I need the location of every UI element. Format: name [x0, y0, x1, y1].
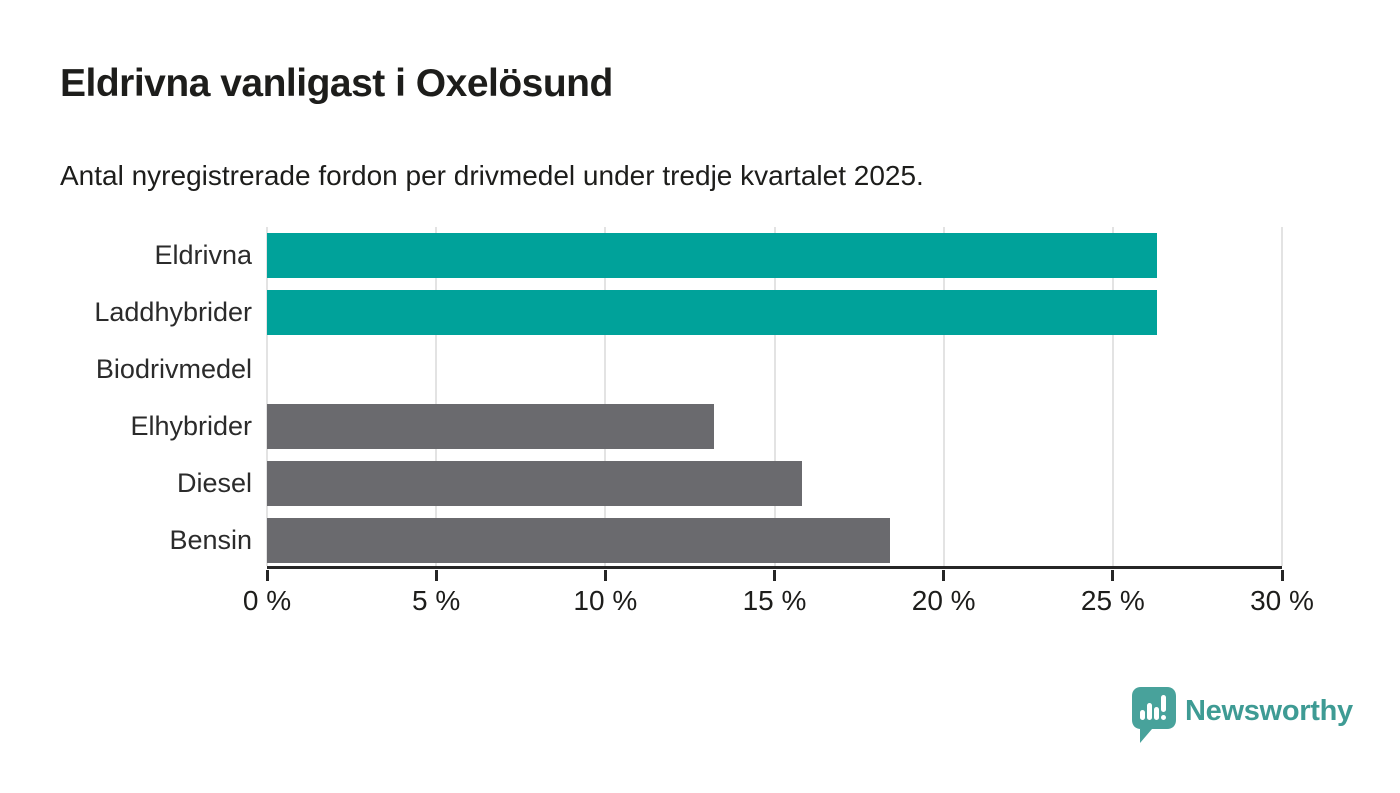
gridline-30-pct — [1281, 227, 1283, 566]
tick-label-25-pct: 25 % — [1080, 585, 1145, 616]
bar-diesel — [267, 461, 802, 506]
chart-subtitle: Antal nyregistrerade fordon per drivmede… — [60, 160, 924, 191]
category-axis-labels: Eldrivna Laddhybrider Biodrivmedel Elhybrid… — [0, 227, 252, 569]
tick-mark-20-pct — [942, 570, 946, 581]
category-label-elhybrider: Elhybrider — [130, 411, 252, 441]
category-label-diesel: Diesel — [176, 468, 252, 498]
tick-label-10-pct: 10 % — [573, 585, 638, 616]
category-label-bensin: Bensin — [169, 525, 252, 555]
newsworthy-logo-text: Newsworthy — [1185, 695, 1353, 727]
gridline-15-pct — [773, 227, 776, 566]
tick-label-0-pct: 0 % — [242, 585, 292, 616]
newsworthy-logo-icon — [1132, 687, 1176, 743]
tick-mark-25-pct — [1111, 570, 1115, 581]
tick-label-30-pct: 30 % — [1250, 585, 1314, 616]
gridline-25-pct — [1111, 227, 1114, 566]
category-label-biodrivmedel: Biodrivmedel — [95, 354, 252, 384]
gridline-20-pct — [942, 227, 945, 566]
tick-label-15-pct: 15 % — [742, 585, 807, 616]
tick-mark-0-pct — [265, 570, 269, 581]
tick-mark-30-pct — [1280, 570, 1284, 581]
category-label-laddhybrider: Laddhybrider — [94, 297, 252, 327]
tick-label-20-pct: 20 % — [911, 585, 976, 616]
x-axis: 0 % 5 % 10 % 15 % 20 % 25 % 30 % — [243, 570, 1314, 630]
bar-eldrivna — [267, 233, 1157, 278]
tick-mark-5-pct — [434, 570, 438, 581]
gridline-5-pct — [435, 227, 438, 566]
tick-mark-15-pct — [773, 570, 776, 581]
bar-bensin — [267, 518, 890, 563]
plot-area — [266, 227, 1283, 569]
newsworthy-logo: Newsworthy — [1131, 686, 1353, 746]
tick-label-5-pct: 5 % — [412, 585, 461, 616]
tick-mark-10-pct — [603, 570, 607, 581]
gridline-10-pct — [604, 227, 607, 566]
chart-title: Eldrivna vanligast i Oxelösund — [60, 62, 613, 105]
bar-laddhybrider — [267, 290, 1157, 335]
category-label-eldrivna: Eldrivna — [154, 240, 252, 270]
bar-elhybrider — [267, 404, 714, 449]
gridline-0-pct — [266, 227, 268, 566]
